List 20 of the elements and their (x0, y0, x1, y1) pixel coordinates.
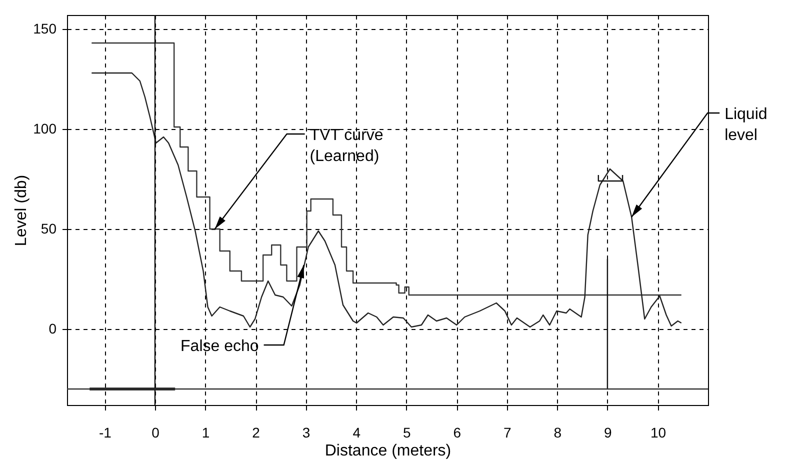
x-axis-title: Distance (meters) (324, 442, 452, 460)
x-tick-label: 7 (504, 424, 512, 440)
x-tick-label: 9 (604, 424, 612, 440)
annotation: Liquid level (724, 106, 768, 144)
y-tick-label: 150 (33, 20, 57, 36)
x-tick-label: 8 (554, 424, 562, 440)
x-tick-label: 6 (453, 424, 462, 440)
annotation: False echo (180, 338, 259, 355)
x-tick-label: 5 (402, 424, 411, 440)
x-tick-label: 2 (252, 424, 260, 440)
y-axis-title: Level (db) (13, 174, 30, 246)
y-tick-label: 50 (40, 220, 57, 236)
y-tick-label: 0 (48, 320, 57, 336)
x-tick-label: 4 (352, 424, 361, 440)
x-tick-label: 3 (302, 424, 310, 440)
x-tick-label: 0 (152, 424, 160, 440)
x-tick-label: 1 (202, 424, 210, 440)
y-tick-label: 100 (33, 120, 57, 136)
x-tick-label: 10 (650, 424, 666, 440)
x-tick-label: -1 (98, 424, 112, 440)
